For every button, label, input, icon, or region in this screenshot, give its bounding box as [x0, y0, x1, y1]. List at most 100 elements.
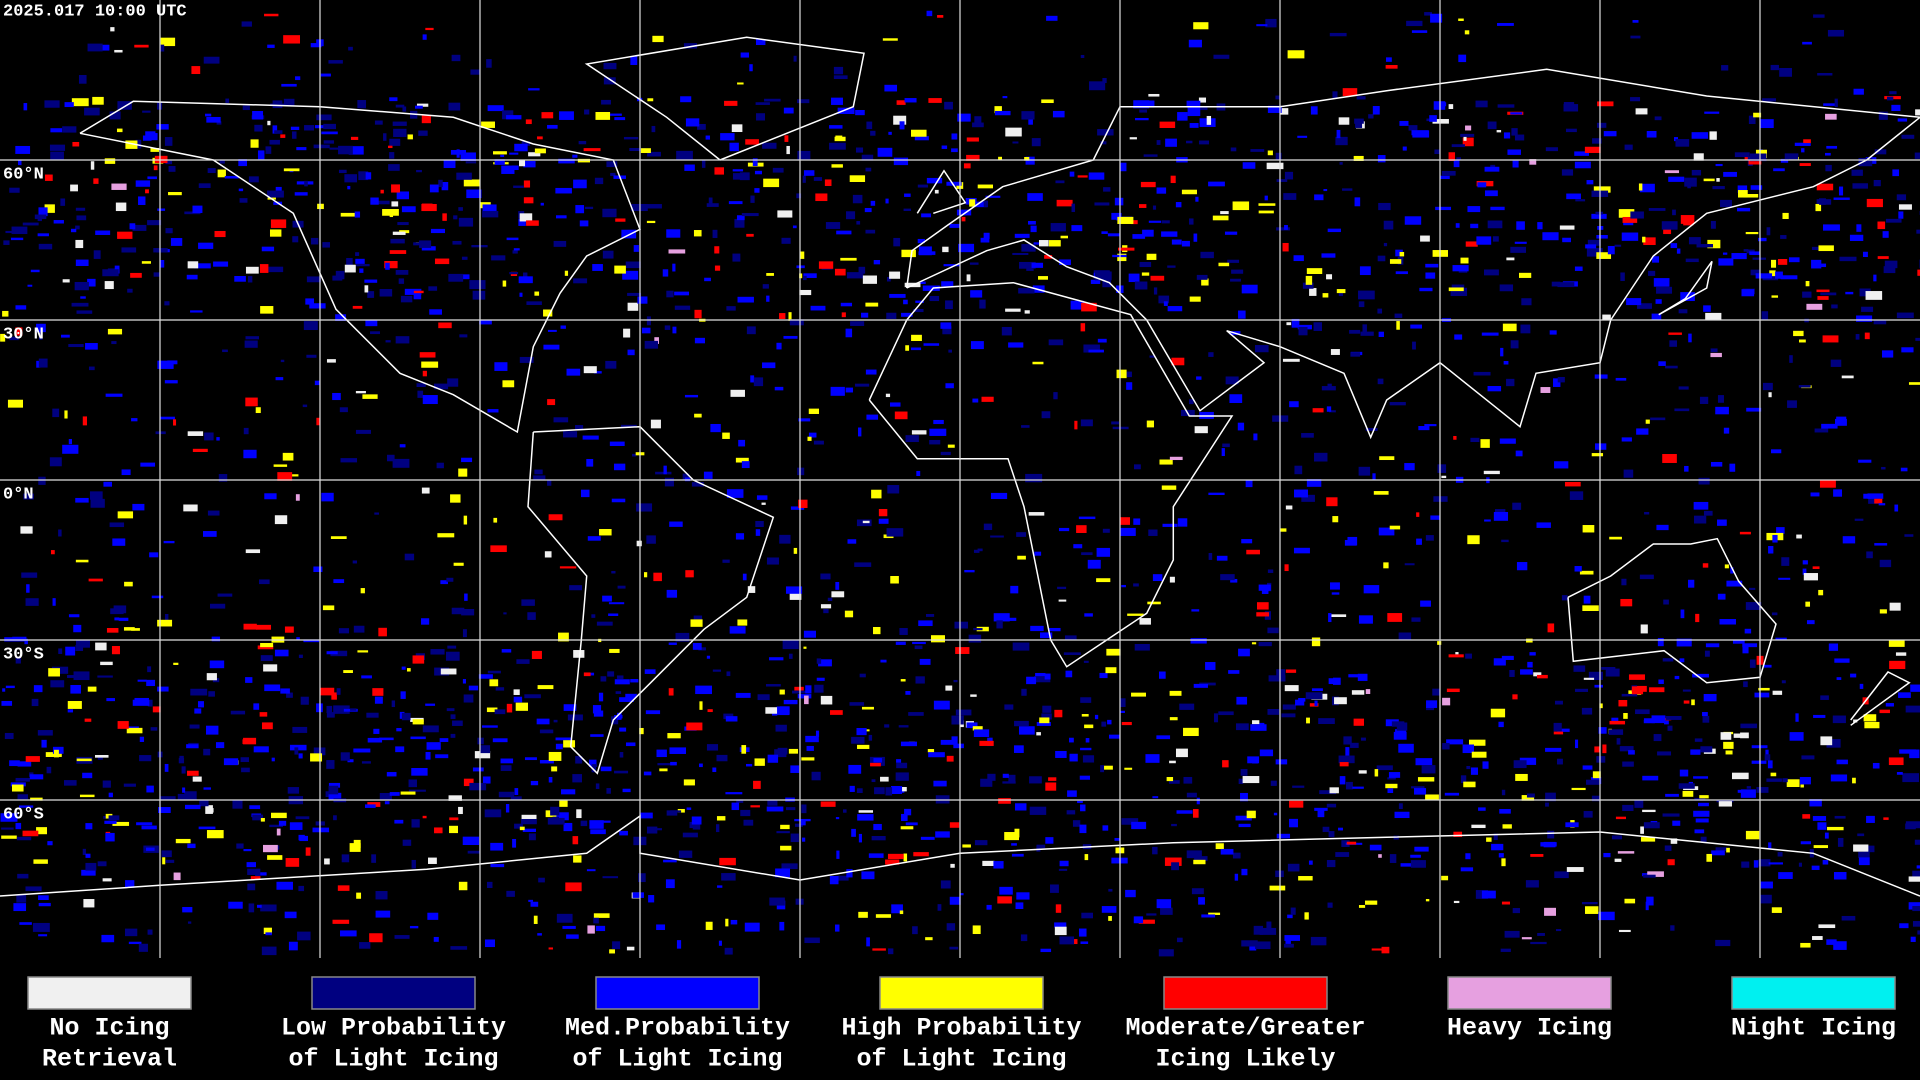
- icing-patch: [206, 673, 217, 681]
- icing-patch: [747, 586, 756, 593]
- icing-patch: [1188, 39, 1202, 48]
- icing-patch: [11, 784, 24, 792]
- icing-patch: [985, 195, 1001, 198]
- icing-patch: [1798, 862, 1802, 867]
- icing-patch: [627, 302, 639, 311]
- icing-patch: [1111, 421, 1119, 425]
- icing-patch: [116, 128, 123, 133]
- icing-patch: [666, 589, 678, 598]
- icing-patch: [946, 181, 962, 186]
- icing-patch: [1345, 781, 1353, 790]
- icing-patch: [515, 702, 528, 711]
- icing-patch: [267, 190, 284, 198]
- icing-patch: [1530, 854, 1544, 857]
- icing-patch: [1044, 673, 1051, 680]
- icing-patch: [1350, 742, 1359, 748]
- icing-patch: [367, 737, 383, 743]
- icing-patch: [1102, 528, 1110, 533]
- icing-patch: [411, 768, 428, 776]
- icing-patch: [316, 417, 321, 426]
- icing-patch: [870, 762, 881, 767]
- icing-patch: [1900, 467, 1908, 472]
- icing-patch: [1914, 839, 1920, 845]
- icing-patch: [741, 745, 747, 754]
- icing-patch: [646, 535, 656, 544]
- icing-patch: [1710, 461, 1723, 467]
- icing-patch: [1817, 822, 1827, 830]
- icing-patch: [1267, 708, 1280, 715]
- icing-patch: [1733, 733, 1742, 738]
- icing-patch: [858, 833, 862, 843]
- icing-patch: [706, 203, 719, 207]
- icing-patch: [1235, 723, 1249, 731]
- icing-patch: [1360, 331, 1374, 336]
- icing-patch: [138, 196, 146, 205]
- icing-patch: [1575, 199, 1586, 202]
- icing-patch: [563, 822, 573, 832]
- icing-patch: [767, 800, 778, 806]
- icing-patch: [379, 792, 392, 801]
- icing-patch: [482, 211, 499, 218]
- icing-patch: [395, 746, 405, 753]
- icing-patch: [328, 792, 342, 800]
- icing-patch: [1293, 255, 1304, 262]
- icing-patch: [15, 305, 27, 310]
- icing-patch: [1631, 686, 1644, 695]
- icing-patch: [1005, 127, 1022, 137]
- icing-patch: [456, 172, 472, 180]
- icing-patch: [548, 777, 553, 783]
- icing-patch: [272, 125, 278, 134]
- icing-patch: [914, 136, 929, 141]
- icing-patch: [1045, 837, 1054, 844]
- icing-patch: [980, 237, 990, 243]
- icing-patch: [109, 111, 121, 120]
- icing-patch: [1693, 501, 1709, 510]
- icing-patch: [785, 586, 803, 594]
- icing-patch: [1877, 256, 1889, 259]
- icing-patch: [78, 75, 87, 84]
- icing-patch: [1467, 206, 1481, 213]
- icing-patch: [1873, 320, 1887, 325]
- icing-patch: [182, 787, 186, 793]
- icing-patch: [1724, 564, 1729, 569]
- icing-patch: [1339, 776, 1346, 785]
- icing-patch: [1694, 798, 1706, 801]
- icing-patch: [458, 207, 463, 211]
- icing-patch: [128, 941, 142, 945]
- icing-patch: [1574, 266, 1583, 271]
- icing-patch: [798, 499, 808, 508]
- icing-patch: [210, 808, 214, 813]
- icing-patch: [1596, 122, 1607, 128]
- icing-patch: [1909, 749, 1920, 759]
- icing-patch: [716, 824, 720, 833]
- icing-patch: [1069, 171, 1075, 177]
- icing-patch: [481, 121, 495, 128]
- icing-patch: [356, 264, 370, 267]
- icing-patch: [1656, 286, 1673, 294]
- icing-patch: [755, 521, 764, 527]
- icing-patch: [1220, 848, 1234, 855]
- icing-patch: [1287, 50, 1305, 59]
- icing-patch: [1651, 715, 1666, 724]
- icing-patch: [1483, 470, 1500, 475]
- icing-patch: [1646, 896, 1654, 906]
- icing-patch: [695, 685, 712, 695]
- icing-patch: [887, 853, 904, 860]
- icing-patch: [1081, 302, 1097, 312]
- icing-patch: [228, 901, 243, 909]
- icing-patch: [1759, 119, 1774, 129]
- icing-patch: [573, 650, 585, 658]
- icing-patch: [509, 272, 519, 275]
- icing-patch: [147, 220, 162, 226]
- icing-patch: [1703, 510, 1713, 516]
- icing-patch: [712, 669, 722, 672]
- icing-patch: [283, 35, 300, 44]
- icing-patch: [1817, 73, 1833, 76]
- icing-patch: [428, 286, 438, 291]
- icing-patch: [1458, 54, 1467, 63]
- icing-patch: [9, 187, 20, 193]
- icing-patch: [1615, 816, 1626, 820]
- icing-patch: [589, 820, 604, 829]
- icing-patch: [1802, 291, 1812, 298]
- icing-patch: [731, 124, 743, 133]
